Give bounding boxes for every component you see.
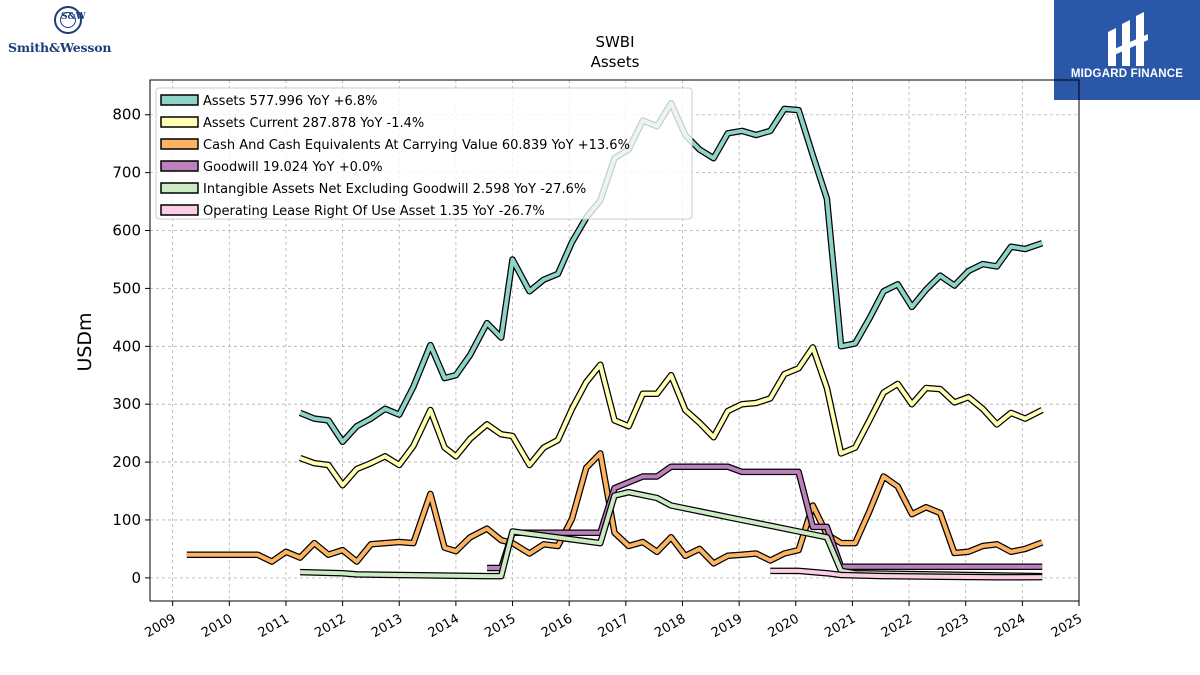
chart-title: SWBI [595,33,634,51]
legend-entry-5: Operating Lease Right Of Use Asset 1.35 … [203,204,545,219]
x-tick-label: 2012 [312,611,348,641]
smith-wesson-logo: S&W Smith&Wesson [6,4,130,58]
legend-entry-4: Intangible Assets Net Excluding Goodwill… [203,182,586,197]
x-tick-label: 2021 [822,611,858,641]
y-axis-label: USDm [74,312,96,371]
x-tick-label: 2017 [596,611,632,641]
x-tick-label: 2015 [482,611,518,641]
midgard-logo-icon [1108,12,1148,66]
y-tick-label: 600 [112,222,141,240]
midgard-logo-wordmark: MIDGARD FINANCE [1070,68,1184,80]
legend-swatch-5 [160,204,199,216]
x-tick-label: 2014 [426,611,462,641]
x-tick-label: 2016 [539,611,575,641]
y-tick-label: 400 [112,337,141,355]
series-line-5 [770,568,1043,580]
legend: Assets 577.996 YoY +6.8% Assets Current 2… [155,87,693,220]
y-tick-label: 800 [112,106,141,124]
x-tick-label: 2025 [1049,611,1085,641]
chart-subtitle: Assets [591,53,640,71]
legend-entry-3: Goodwill 19.024 YoY +0.0% [203,160,383,175]
series-outline-2 [186,450,1044,567]
x-tick-label: 2013 [369,611,405,641]
y-tick-label: 700 [112,164,141,182]
legend-swatch-2 [160,138,199,150]
x-tick-label: 2019 [709,611,745,641]
series-line-2 [186,451,1043,566]
x-tick-label: 2020 [766,611,802,641]
legend-entry-1: Assets Current 287.878 YoY -1.4% [203,116,424,131]
x-tick-label: 2011 [256,611,292,641]
plot-frame [149,79,1080,602]
x-tick-label: 2018 [652,611,688,641]
y-tick-label: 200 [112,453,141,471]
x-tick-label: 2023 [936,611,972,641]
sw-logo-wordmark: Smith&Wesson [8,40,112,55]
x-tick-label: 2022 [879,611,915,641]
legend-entry-2: Cash And Cash Equivalents At Carrying Va… [203,138,630,153]
x-tick-label: 2010 [199,611,235,641]
legend-swatch-1 [160,116,199,128]
sw-seal-icon [54,6,82,34]
y-tick-label: 100 [112,511,141,529]
legend-entry-0: Assets 577.996 YoY +6.8% [203,94,378,109]
midgard-finance-logo: MIDGARD FINANCE [1054,0,1200,100]
y-tick-label: 500 [112,279,141,297]
y-tick-label: 300 [112,395,141,413]
sw-seal-mark: S&W [61,12,86,22]
x-tick-label: 2009 [142,611,178,641]
x-tick-label: 2024 [992,611,1028,641]
series-line-1 [299,345,1044,488]
legend-box [155,87,693,220]
legend-swatch-4 [160,182,199,194]
y-tick-label: 0 [131,569,141,587]
legend-swatch-3 [160,160,199,172]
legend-swatch-0 [160,94,199,106]
series-line-4 [300,490,1043,579]
